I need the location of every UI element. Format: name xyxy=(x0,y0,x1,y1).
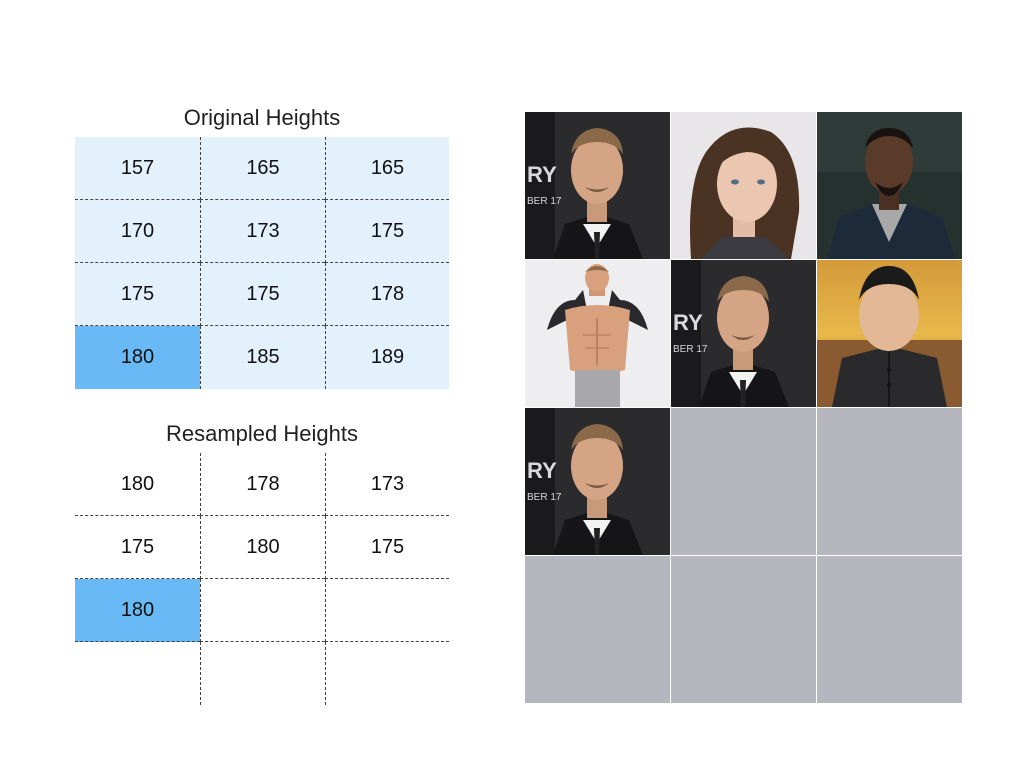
table-cell: 180 xyxy=(75,453,200,516)
table-cell: 180 xyxy=(200,516,325,579)
table-cell: 175 xyxy=(75,263,200,326)
table-cell xyxy=(200,579,325,642)
svg-text:BER 17: BER 17 xyxy=(673,344,708,355)
table-cell: 165 xyxy=(200,137,325,200)
table-cell: 170 xyxy=(75,200,200,263)
svg-text:RY: RY xyxy=(673,310,703,335)
table-cell: 173 xyxy=(200,200,325,263)
original-heights-title: Original Heights xyxy=(183,105,341,130)
svg-text:RY: RY xyxy=(527,162,557,187)
portrait-photo-1: RY BER 17 xyxy=(525,408,670,555)
table-cell: 175 xyxy=(325,200,449,263)
table-cell: 178 xyxy=(200,453,325,516)
table-cell xyxy=(75,642,200,705)
portrait-photo-1: RY BER 17 xyxy=(671,260,816,407)
highlighted-cell: 180 xyxy=(75,579,200,642)
photo-grid: RY BER 17 xyxy=(525,112,962,704)
empty-tile xyxy=(525,556,670,703)
table-cell: 165 xyxy=(325,137,449,200)
original-heights-table: 157 165 165 170 173 175 175 175 178 180 … xyxy=(75,137,449,389)
portrait-photo-4 xyxy=(525,260,670,407)
empty-tile xyxy=(671,556,816,703)
table-cell: 178 xyxy=(325,263,449,326)
table-cell: 175 xyxy=(200,263,325,326)
empty-tile xyxy=(671,408,816,555)
table-cell xyxy=(200,642,325,705)
table-cell xyxy=(325,642,449,705)
portrait-photo-5 xyxy=(817,260,962,407)
empty-tile xyxy=(817,556,962,703)
table-cell: 189 xyxy=(325,326,449,389)
table-cell: 173 xyxy=(325,453,449,516)
table-cell: 185 xyxy=(200,326,325,389)
svg-text:RY: RY xyxy=(527,458,557,483)
table-cell: 175 xyxy=(325,516,449,579)
table-cell: 175 xyxy=(75,516,200,579)
portrait-photo-2 xyxy=(671,112,816,259)
resampled-heights-table: 180 178 173 175 180 175 180 xyxy=(75,453,449,705)
resampled-heights-title: Resampled Heights xyxy=(166,421,358,446)
highlighted-cell: 180 xyxy=(75,326,200,389)
portrait-photo-1: RY BER 17 xyxy=(525,112,670,259)
table-cell: 157 xyxy=(75,137,200,200)
table-cell xyxy=(325,579,449,642)
svg-text:BER 17: BER 17 xyxy=(527,196,562,207)
empty-tile xyxy=(817,408,962,555)
portrait-photo-3 xyxy=(817,112,962,259)
svg-text:BER 17: BER 17 xyxy=(527,492,562,503)
